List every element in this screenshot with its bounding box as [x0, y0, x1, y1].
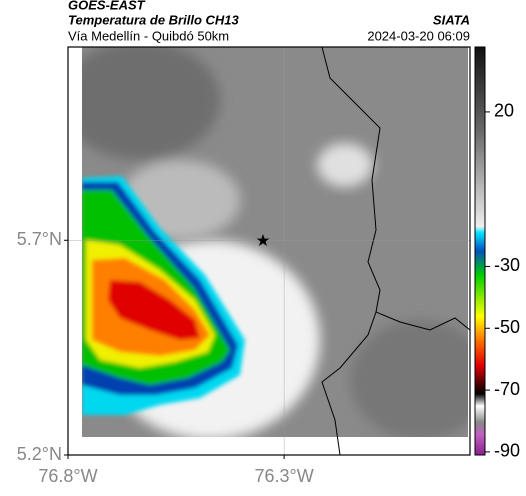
map-frame [67, 46, 471, 456]
colorbar-tick-label: 20 [494, 101, 514, 121]
source: SIATA [433, 12, 470, 27]
location-marker [256, 234, 270, 246]
boundaries [321, 46, 471, 456]
colorbar-tick-label: -30 [494, 255, 520, 275]
region: Vía Medellín - Quibdó 50km [68, 28, 229, 43]
colorbar-tick-label: -50 [494, 317, 520, 337]
imagery [82, 47, 468, 437]
y-tick-label: 5.2°N [17, 444, 62, 464]
colorbar [474, 46, 486, 456]
colorbar-tick-label: -70 [494, 379, 520, 399]
subtitle: Temperatura de Brillo CH13 [68, 12, 240, 27]
x-tick-label: 76.3°W [255, 466, 314, 486]
title: GOES-EAST [68, 0, 146, 12]
colorbar-tick-label: -90 [494, 441, 520, 461]
y-tick-label: 5.7°N [17, 229, 62, 249]
timestamp: 2024-03-20 06:09 [367, 28, 470, 43]
x-tick-label: 76.8°W [38, 466, 97, 486]
